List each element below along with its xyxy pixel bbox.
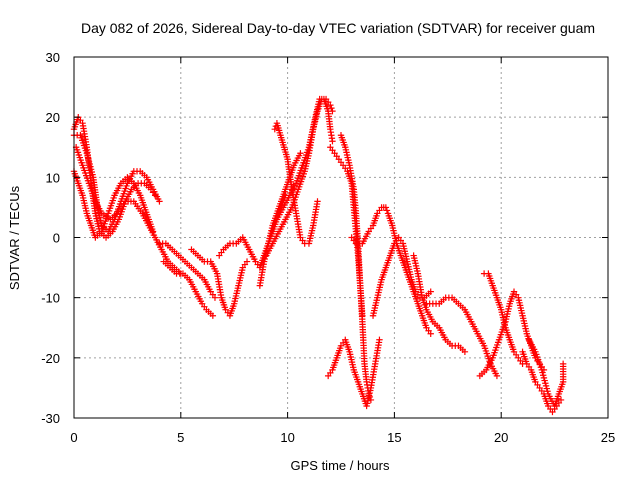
x-tick-label: 10 (280, 430, 294, 445)
data-point (243, 258, 251, 265)
data-point (427, 288, 434, 295)
data-point (314, 198, 321, 205)
x-axis-label: GPS time / hours (291, 458, 390, 473)
series-track-19 (410, 252, 469, 356)
data-point (382, 204, 390, 211)
x-tick-label: 25 (601, 430, 615, 445)
series-track-23 (519, 348, 565, 416)
data-point (557, 396, 565, 404)
data-point (211, 294, 219, 301)
y-tick-label: -30 (41, 411, 60, 426)
data-point (209, 312, 217, 319)
series-track-2 (70, 132, 163, 235)
data-point (376, 336, 383, 343)
data-point (328, 104, 335, 112)
series-track-14 (337, 132, 375, 404)
data-points (70, 95, 567, 416)
series-track-7 (188, 246, 251, 319)
series-track-15 (324, 336, 383, 410)
series-track-17 (382, 204, 434, 337)
series-track-5 (156, 240, 219, 301)
data-point (427, 330, 434, 337)
data-point (559, 360, 567, 368)
y-tick-label: 10 (46, 170, 60, 185)
data-point (493, 372, 501, 380)
y-axis-label: SDTVAR / TECUs (7, 185, 22, 290)
series-track-24 (525, 336, 567, 410)
y-tick-label: 20 (46, 110, 60, 125)
data-point (297, 150, 304, 157)
data-point (329, 138, 336, 145)
y-tick-label: -20 (41, 351, 60, 366)
y-tick-label: 0 (53, 231, 60, 246)
series-track-4 (72, 144, 184, 277)
y-tick-label: 30 (46, 50, 60, 65)
series-track-12 (271, 119, 321, 247)
data-point (461, 348, 469, 356)
x-tick-label: 15 (387, 430, 401, 445)
y-tick-label: -10 (41, 291, 60, 306)
series-track-21 (480, 270, 526, 368)
series-track-18 (369, 234, 434, 319)
axis-ticks: 0 5 10 15 20 25 -30 -20 -10 0 10 20 30 (41, 50, 615, 445)
series-track-20 (423, 294, 501, 380)
chart-title: Day 082 of 2026, Sidereal Day-to-day VTE… (81, 20, 595, 36)
data-point (156, 198, 163, 205)
series-track-16 (348, 204, 387, 247)
x-tick-label: 0 (70, 430, 77, 445)
series-track-22 (476, 288, 548, 380)
data-point (271, 126, 278, 133)
data-point (327, 101, 334, 109)
x-tick-label: 5 (177, 430, 184, 445)
x-tick-label: 20 (494, 430, 508, 445)
data-point (383, 207, 391, 214)
series-track-6 (160, 258, 217, 319)
